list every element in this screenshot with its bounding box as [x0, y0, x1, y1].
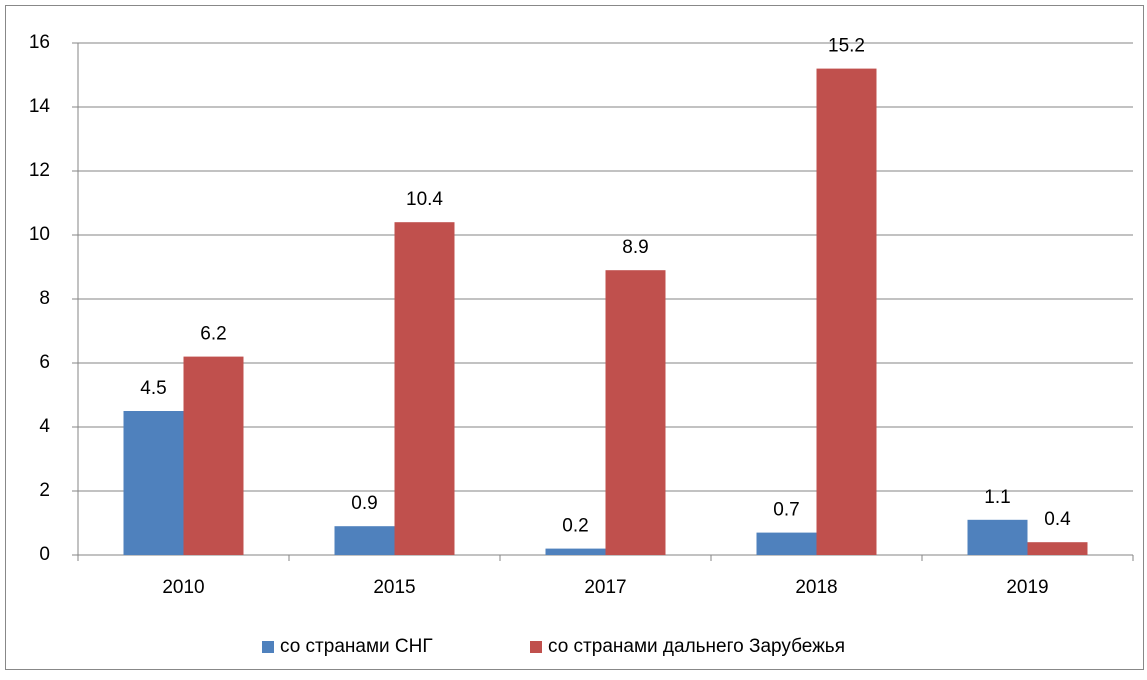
bar: [756, 532, 817, 555]
data-label: 0.9: [351, 493, 377, 514]
y-tick-label: 6: [39, 352, 50, 373]
y-tick-label: 16: [29, 32, 50, 53]
legend-label: со странами СНГ: [280, 636, 433, 657]
y-tick-label: 2: [39, 480, 50, 501]
bar: [605, 270, 666, 555]
y-tick-label: 10: [29, 224, 50, 245]
data-label: 10.4: [406, 189, 443, 210]
legend-label: со странами дальнего Зарубежья: [548, 636, 845, 657]
x-tick-label: 2019: [1006, 577, 1048, 598]
data-label: 6.2: [200, 324, 226, 345]
bar: [816, 68, 877, 555]
data-label: 0.7: [773, 500, 799, 521]
bar: [394, 222, 455, 555]
y-tick-label: 4: [39, 416, 50, 437]
bar: [123, 411, 184, 555]
data-label: 0.4: [1044, 509, 1071, 530]
x-tick-label: 2017: [584, 577, 626, 598]
bar: [1027, 542, 1088, 555]
bar: [967, 519, 1028, 555]
data-label: 4.5: [140, 378, 166, 399]
y-tick-label: 12: [29, 160, 50, 181]
bar: [334, 526, 395, 555]
data-label: 15.2: [828, 36, 865, 57]
legend-swatch: [530, 641, 542, 653]
data-label: 8.9: [622, 237, 648, 258]
chart-border: [5, 5, 1144, 670]
bar: [545, 548, 606, 555]
y-tick-label: 0: [39, 544, 50, 565]
bar: [183, 356, 244, 555]
data-label: 1.1: [984, 487, 1010, 508]
x-tick-label: 2018: [795, 577, 837, 598]
data-label: 0.2: [562, 516, 588, 537]
legend-swatch: [262, 641, 274, 653]
x-tick-label: 2010: [162, 577, 204, 598]
y-tick-label: 14: [29, 96, 51, 117]
x-tick-label: 2015: [373, 577, 415, 598]
y-tick-label: 8: [39, 288, 50, 309]
